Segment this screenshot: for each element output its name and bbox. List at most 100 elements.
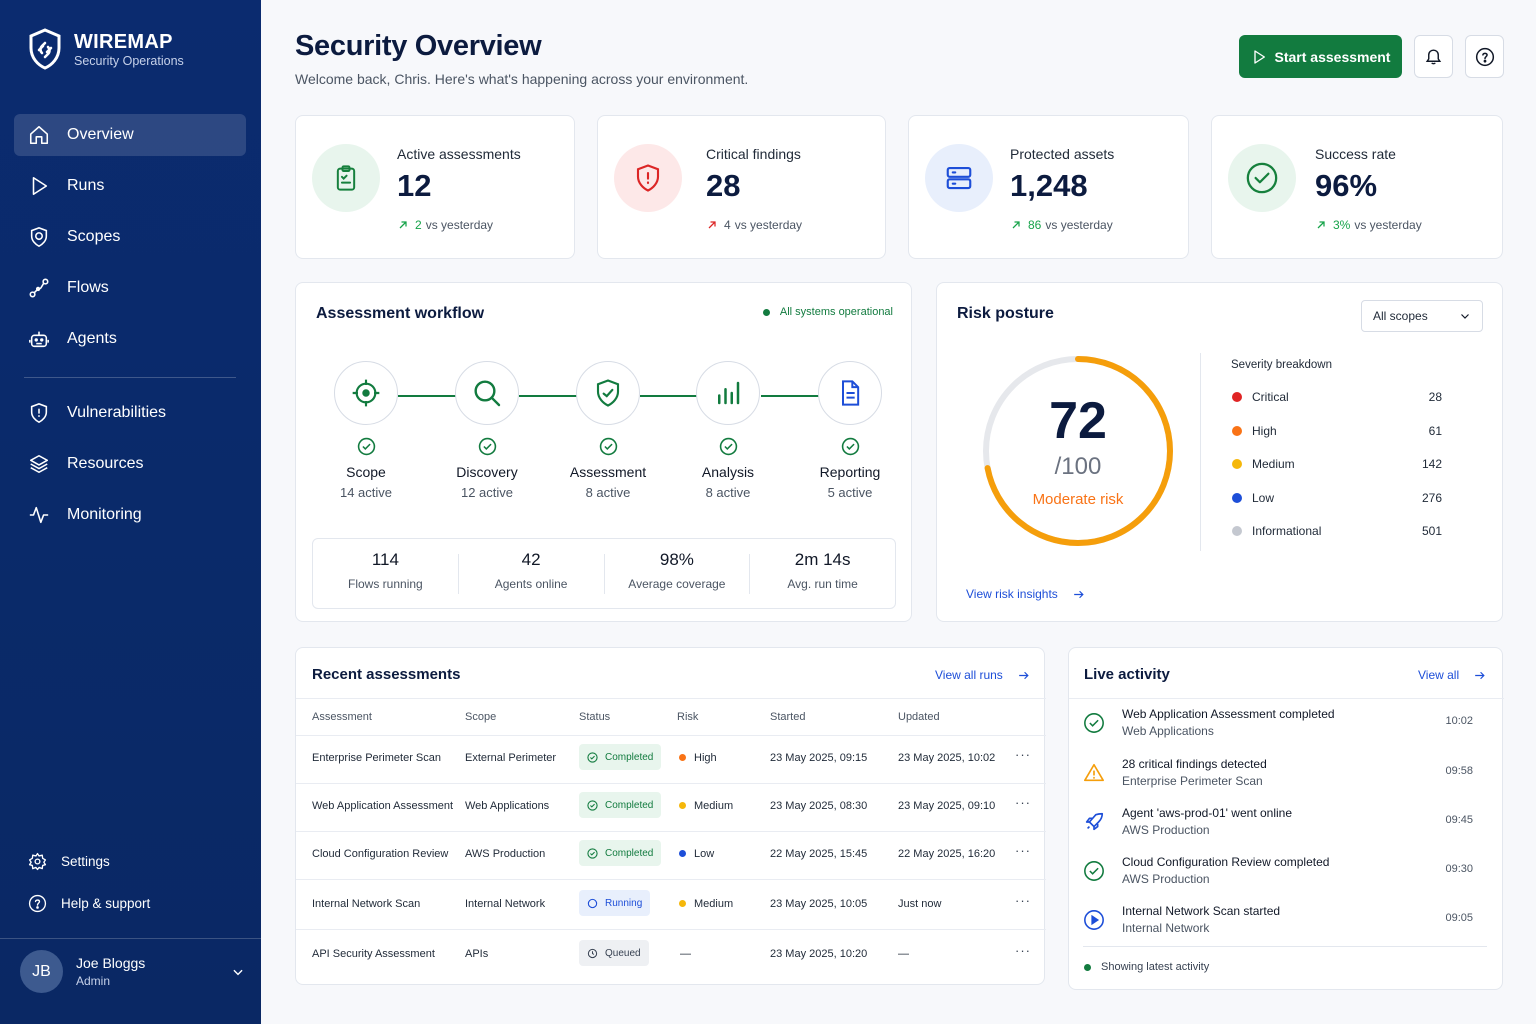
- stat-card-success-rate[interactable]: Success rate 96% 3% vs yesterday: [1211, 115, 1503, 259]
- risk-level: Moderate risk: [1032, 491, 1124, 508]
- activity-time: 10:02: [1445, 715, 1473, 727]
- metric-value: 114: [371, 549, 399, 569]
- nav-item-resources[interactable]: Resources: [14, 443, 246, 485]
- stat-card-protected-assets[interactable]: Protected assets 1,248 86 vs yesterday: [908, 115, 1189, 259]
- cell-updated: 22 May 2025, 16:20: [898, 848, 996, 860]
- activity-item[interactable]: Web Application Assessment completed Web…: [1083, 707, 1473, 756]
- activity-sub-text: AWS Production: [1122, 823, 1210, 837]
- activity-item[interactable]: Internal Network Scan started Internal N…: [1083, 904, 1473, 953]
- column-header-started[interactable]: Started: [770, 711, 806, 723]
- workflow-connector: [761, 395, 820, 397]
- column-header-risk[interactable]: Risk: [677, 711, 699, 723]
- table-row[interactable]: Cloud Configuration Review AWS Productio…: [296, 831, 1046, 879]
- cell-risk: Medium: [679, 800, 733, 812]
- nav-label: Overview: [67, 126, 134, 143]
- severity-label: Medium: [1252, 457, 1295, 471]
- notifications-button[interactable]: [1414, 35, 1453, 78]
- cell-updated: —: [898, 948, 909, 960]
- stat-delta-value: 2: [415, 218, 422, 232]
- row-menu-button[interactable]: ···: [1015, 843, 1031, 858]
- row-menu-button[interactable]: ···: [1015, 943, 1031, 958]
- check-circle-icon: [719, 437, 737, 456]
- metric-agents-online: 42 Agents online: [459, 550, 605, 594]
- workflow-step-assessment[interactable]: Assessment 8 active: [553, 361, 663, 500]
- live-activity-card: Live activity View all Web Application A…: [1068, 647, 1504, 990]
- workflow-connector: [519, 395, 578, 397]
- cell-updated: 23 May 2025, 09:10: [898, 800, 996, 812]
- nav-item-flows[interactable]: Flows: [14, 267, 246, 309]
- stat-card-active-assessments[interactable]: Active assessments 12 2 vs yesterday: [295, 115, 575, 259]
- nav-label: Flows: [67, 279, 109, 296]
- nav-item-runs[interactable]: Runs: [14, 165, 246, 207]
- activity-time: 09:58: [1445, 765, 1473, 777]
- table-row[interactable]: Web Application Assessment Web Applicati…: [296, 783, 1046, 831]
- activity-item[interactable]: Agent 'aws-prod-01' went online AWS Prod…: [1083, 806, 1473, 855]
- workflow-step-analysis[interactable]: Analysis 8 active: [673, 361, 783, 500]
- stat-value: 28: [706, 168, 741, 203]
- row-menu-button[interactable]: ···: [1015, 747, 1031, 762]
- column-header-updated[interactable]: Updated: [898, 711, 940, 723]
- metric-label: Flows running: [348, 576, 423, 591]
- cell-started: 23 May 2025, 08:30: [770, 800, 868, 812]
- table-row[interactable]: Internal Network Scan Internal Network R…: [296, 879, 1046, 929]
- cell-started: 22 May 2025, 15:45: [770, 848, 868, 860]
- workflow-step-discovery[interactable]: Discovery 12 active: [432, 361, 542, 500]
- view-risk-insights-link[interactable]: View risk insights: [966, 587, 1085, 601]
- document-icon: [842, 380, 860, 406]
- arrow-up-right-icon: [1317, 221, 1325, 229]
- recent-title: Recent assessments: [312, 666, 461, 683]
- row-menu-button[interactable]: ···: [1015, 893, 1031, 908]
- nav-item-scopes[interactable]: Scopes: [14, 216, 246, 258]
- scope-filter-select[interactable]: All scopes: [1361, 300, 1483, 332]
- workflow-step-scope[interactable]: Scope 14 active: [311, 361, 421, 500]
- nav-item-overview[interactable]: Overview: [14, 114, 246, 156]
- nav-label: Resources: [67, 455, 144, 472]
- step-name: Scope: [346, 464, 386, 480]
- workflow-step-reporting[interactable]: Reporting 5 active: [795, 361, 905, 500]
- stat-card-critical-findings[interactable]: Critical findings 28 4 vs yesterday: [597, 115, 886, 259]
- nav-item-monitoring[interactable]: Monitoring: [14, 494, 246, 536]
- primary-nav: Overview Runs Scopes Flows Agents: [14, 114, 246, 369]
- bar-chart-icon: [718, 381, 740, 405]
- table-header-divider: [296, 698, 1046, 699]
- clock-icon: [587, 948, 598, 958]
- help-button[interactable]: [1465, 35, 1504, 78]
- cell-assessment: Internal Network Scan: [312, 898, 421, 910]
- row-menu-button[interactable]: ···: [1015, 795, 1031, 810]
- check-circle-icon: [841, 437, 859, 456]
- activity-sub-text: Internal Network: [1122, 921, 1210, 935]
- table-row[interactable]: Enterprise Perimeter Scan External Perim…: [296, 735, 1046, 783]
- stat-delta-text: vs yesterday: [1045, 218, 1113, 232]
- stat-delta-value: 3%: [1333, 218, 1351, 232]
- view-all-runs-link[interactable]: View all runs: [935, 668, 1030, 682]
- stat-icon-bg: [925, 144, 993, 212]
- view-all-activity-link[interactable]: View all: [1418, 668, 1486, 682]
- cell-scope: Internal Network: [465, 898, 546, 910]
- search-icon: [474, 380, 501, 407]
- nav-item-vulnerabilities[interactable]: Vulnerabilities: [14, 392, 246, 434]
- severity-value: 501: [1421, 524, 1442, 538]
- nav-item-help[interactable]: Help & support: [14, 884, 246, 922]
- cell-risk: High: [679, 752, 717, 764]
- table-row[interactable]: API Security Assessment APIs Queued — 23…: [296, 929, 1046, 979]
- nav-item-agents[interactable]: Agents: [14, 318, 246, 360]
- step-circle: [334, 361, 398, 425]
- activity-item[interactable]: 28 critical findings detected Enterprise…: [1083, 757, 1473, 806]
- column-header-assessment[interactable]: Assessment: [312, 711, 372, 723]
- stat-value: 1,248: [1010, 168, 1088, 203]
- metric-flows-running: 114 Flows running: [313, 550, 459, 594]
- view-risk-insights-label: View risk insights: [966, 587, 1058, 601]
- check-circle-icon: [1084, 713, 1104, 733]
- user-menu[interactable]: JB Joe Bloggs Admin: [20, 950, 245, 993]
- user-role: Admin: [76, 974, 111, 988]
- activity-item[interactable]: Cloud Configuration Review completed AWS…: [1083, 855, 1473, 904]
- start-assessment-button[interactable]: Start assessment: [1239, 35, 1402, 78]
- cell-updated: 23 May 2025, 10:02: [898, 752, 996, 764]
- column-header-scope[interactable]: Scope: [465, 711, 497, 723]
- brand[interactable]: WIREMAP Security Operations: [28, 28, 184, 70]
- step-sub: 12 active: [460, 485, 514, 500]
- stat-icon-bg: [312, 144, 380, 212]
- column-header-status[interactable]: Status: [579, 711, 611, 723]
- nav-item-settings[interactable]: Settings: [14, 842, 246, 880]
- step-circle: [576, 361, 640, 425]
